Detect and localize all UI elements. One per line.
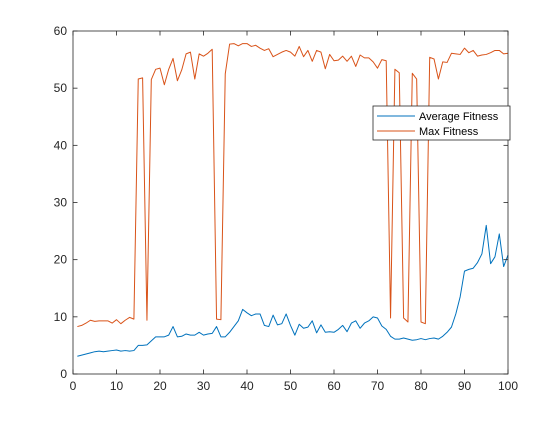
- y-tick-label: 10: [54, 310, 68, 324]
- x-tick-label: 30: [197, 379, 211, 393]
- legend-label-2: Max Fitness: [419, 126, 479, 138]
- y-tick-label: 40: [54, 138, 68, 152]
- legend-label-1: Average Fitness: [419, 111, 499, 123]
- y-tick-label: 0: [60, 367, 67, 381]
- x-tick-label: 90: [458, 379, 472, 393]
- x-tick-label: 10: [110, 379, 124, 393]
- x-tick-label: 80: [414, 379, 428, 393]
- x-tick-label: 40: [240, 379, 254, 393]
- x-tick-label: 50: [284, 379, 298, 393]
- x-tick-label: 20: [153, 379, 167, 393]
- y-tick-label: 30: [54, 196, 68, 210]
- x-tick-label: 100: [498, 379, 518, 393]
- y-tick-label: 50: [54, 81, 68, 95]
- legend: Average Fitness Max Fitness: [373, 106, 510, 140]
- x-tick-label: 70: [371, 379, 385, 393]
- x-tick-label: 60: [327, 379, 341, 393]
- x-tick-label: 0: [70, 379, 77, 393]
- y-tick-label: 20: [54, 253, 68, 267]
- y-tick-label: 60: [54, 24, 68, 38]
